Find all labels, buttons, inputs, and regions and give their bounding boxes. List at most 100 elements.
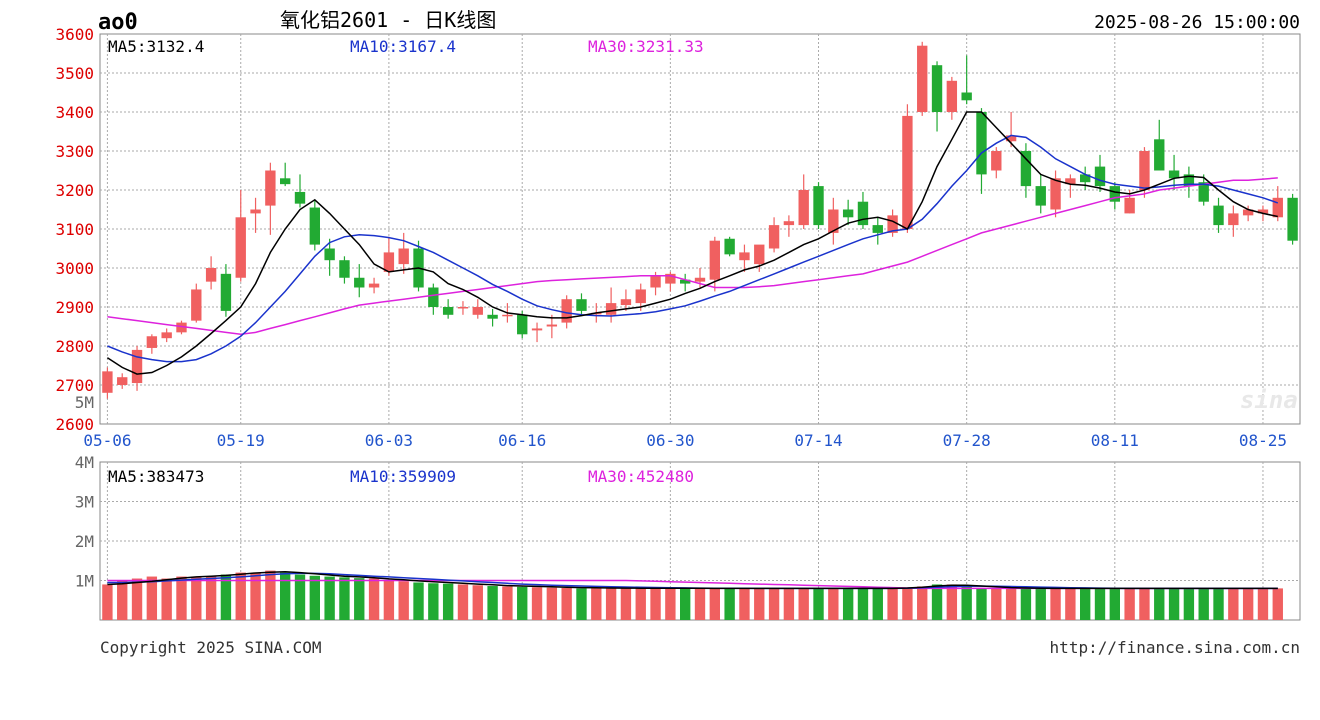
- price-tick-label: 3100: [55, 220, 94, 239]
- date-tick-label: 06-03: [365, 431, 413, 450]
- volume-bar: [798, 588, 809, 620]
- volume-bar: [754, 588, 765, 620]
- candle-body: [146, 336, 158, 348]
- price-tick-label: 2900: [55, 298, 94, 317]
- candle-body: [309, 207, 320, 245]
- candle-body: [680, 279, 691, 284]
- candle-body: [1168, 170, 1180, 179]
- price-ma30-label: MA30:3231.33: [588, 37, 704, 56]
- candle-body: [1213, 205, 1224, 226]
- volume-bar: [1139, 588, 1150, 620]
- volume-bar: [250, 573, 261, 620]
- price-moving-averages: [106, 111, 1279, 375]
- volume-bar: [131, 578, 143, 620]
- volume-tick-label: 3M: [75, 493, 94, 512]
- volume-bar: [280, 572, 291, 620]
- volume-bar: [1154, 588, 1165, 620]
- candle-body: [1124, 197, 1135, 214]
- candle-body: [1228, 213, 1239, 226]
- candle-body: [428, 287, 439, 307]
- volume-bar: [976, 588, 987, 620]
- volume-bar: [294, 574, 306, 620]
- volume-bar: [665, 588, 676, 620]
- candle-body: [635, 289, 646, 304]
- volume-bar: [383, 580, 395, 620]
- volume-bar: [783, 588, 795, 620]
- chart-title: 氧化铝2601 - 日K线图: [280, 8, 496, 32]
- date-tick-label: 07-14: [794, 431, 842, 450]
- candle-body: [339, 260, 350, 278]
- price-ma30-line: [107, 177, 1278, 336]
- candle-body: [828, 209, 839, 233]
- volume-bar: [398, 581, 409, 620]
- price-tick-label: 3300: [55, 142, 94, 161]
- volume-bar: [1065, 588, 1076, 620]
- candle-body: [946, 80, 958, 112]
- candle-body: [117, 377, 128, 385]
- volume-bar: [457, 584, 469, 620]
- candle-body: [161, 332, 172, 339]
- volume-bar: [1005, 588, 1017, 620]
- candle-body: [1109, 186, 1120, 202]
- volume-bar: [961, 586, 972, 620]
- candle-body: [798, 190, 809, 226]
- volume-bar: [591, 588, 602, 620]
- copyright: Copyright 2025 SINA.COM: [100, 638, 322, 657]
- volume-bar: [354, 578, 365, 620]
- volume-bar: [146, 576, 158, 620]
- volume-tick-label: 2M: [75, 532, 94, 551]
- price-ma10-line: [107, 134, 1279, 363]
- volume-bar: [265, 570, 276, 620]
- candle-body: [842, 209, 854, 218]
- volume-moving-averages: [107, 571, 1278, 590]
- volume-bar: [828, 588, 839, 620]
- volume-bar: [531, 587, 543, 620]
- volume-ma5-line: [107, 571, 1278, 590]
- date-tick-label: 05-19: [217, 431, 265, 450]
- volume-bar: [1168, 588, 1180, 620]
- volume-bar: [442, 583, 454, 620]
- volume-bar: [724, 588, 735, 620]
- volume-bar: [694, 588, 706, 620]
- volume-bar: [472, 585, 483, 620]
- volume-bar: [1094, 588, 1106, 620]
- candle-body: [1035, 186, 1046, 206]
- volume-tick-label: 4M: [75, 453, 94, 472]
- volume-bars: [102, 570, 1283, 620]
- candle-body: [1050, 178, 1061, 210]
- candle-body: [620, 299, 632, 306]
- candle-body: [265, 170, 276, 206]
- volume-bar: [1213, 588, 1224, 620]
- volume-bar: [620, 588, 632, 620]
- date-tick-label: 06-16: [498, 431, 546, 450]
- candle-body: [324, 248, 335, 261]
- volume-bar: [887, 588, 898, 620]
- candle-body: [383, 252, 395, 272]
- date-tick-label: 08-11: [1091, 431, 1139, 450]
- candle-body: [131, 349, 143, 384]
- volume-bar: [546, 587, 558, 620]
- volume-bar: [502, 586, 513, 620]
- volume-ma30-label: MA30:452480: [588, 467, 694, 486]
- candle-body: [1257, 209, 1269, 214]
- candle-body: [546, 324, 558, 327]
- candle-body: [724, 238, 735, 255]
- sina-watermark: sina: [1240, 386, 1298, 414]
- price-ma10-label: MA10:3167.4: [350, 37, 456, 56]
- candle-body: [991, 151, 1002, 171]
- contract-code: ao0: [98, 10, 138, 35]
- volume-bar: [1272, 588, 1283, 620]
- volume-bar: [1109, 588, 1120, 620]
- candle-body: [487, 314, 498, 319]
- volume-bar: [872, 588, 883, 620]
- volume-bar: [235, 572, 246, 620]
- volume-bar: [1050, 588, 1061, 620]
- candle-body: [754, 244, 765, 265]
- candle-body: [576, 299, 587, 311]
- volume-bar: [857, 588, 869, 620]
- volume-bar: [517, 586, 528, 620]
- volume-bar: [339, 577, 350, 620]
- volume-y-axis: 4M 3M 2M 1M 5M: [75, 393, 94, 591]
- price-tick-label: 2800: [55, 337, 94, 356]
